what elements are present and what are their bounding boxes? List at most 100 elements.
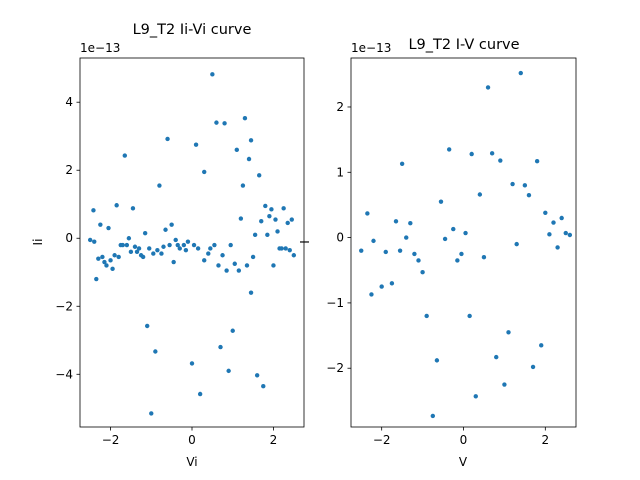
chart-right-point — [371, 238, 376, 244]
chart-left-point — [271, 263, 276, 268]
chart-left-point — [165, 136, 170, 142]
chart-left-y-tick-label: −4 — [55, 367, 73, 381]
chart-left-point — [281, 206, 286, 211]
chart-right-point — [485, 85, 491, 90]
chart-left-point — [92, 239, 97, 244]
chart-left-point — [114, 203, 119, 208]
chart-right-point — [469, 151, 474, 157]
chart-right-point — [502, 382, 507, 387]
chart-left-point — [108, 258, 113, 263]
chart-left-point — [91, 208, 96, 213]
chart-right-y-tick-label: 1 — [336, 165, 344, 179]
chart-left-point — [155, 247, 160, 253]
chart-left-point — [163, 227, 168, 232]
chart-left-point — [224, 268, 229, 273]
chart-left-point — [177, 246, 182, 251]
chart-left-x-ticks: −2 0 2 — [102, 427, 278, 447]
chart-left-point — [189, 361, 195, 366]
chart-left-point — [181, 242, 187, 248]
chart-left-point — [96, 256, 101, 261]
chart-right: L9_T2 I-V curve 1e−13 −2 0 2 −2 −1 0 1 2 V I — [298, 37, 577, 469]
chart-right-point — [434, 358, 440, 363]
chart-left-xlabel: Vi — [186, 455, 197, 469]
chart-left-point — [287, 247, 292, 253]
chart-left-point — [212, 242, 217, 248]
chart-left-point — [183, 247, 189, 253]
chart-right-points — [359, 70, 573, 419]
chart-left-point — [248, 138, 254, 143]
chart-left-point — [261, 383, 266, 389]
chart-left-point — [87, 237, 93, 243]
chart-left-point — [140, 254, 146, 260]
chart-left-point — [94, 276, 99, 282]
chart-right-y-offset: 1e−13 — [351, 41, 391, 55]
chart-left-point — [291, 253, 297, 258]
chart-left-point — [273, 217, 278, 222]
chart-left-point — [269, 207, 274, 212]
chart-left-point — [191, 242, 197, 248]
chart-right-point — [399, 161, 405, 166]
chart-left-point — [283, 246, 288, 251]
chart-left-x-tick-label: 0 — [188, 433, 196, 447]
chart-left-point — [216, 263, 221, 268]
chart-left-point — [193, 142, 199, 147]
chart-right-frame — [350, 57, 577, 428]
chart-left-x-tick-label: −2 — [102, 433, 120, 447]
chart-left-point — [289, 217, 294, 222]
chart-right-ylabel: I — [298, 240, 312, 244]
chart-right-point — [510, 181, 515, 187]
chart-left-point — [161, 244, 166, 249]
chart-right-y-tick-label: −2 — [326, 361, 344, 375]
chart-left-point — [102, 259, 107, 265]
chart-left-point — [110, 266, 115, 272]
chart-right-x-tick-label: 2 — [541, 433, 549, 447]
chart-right-y-tick-label: 0 — [336, 231, 344, 245]
chart-left-ylabel: Ii — [31, 239, 45, 246]
chart-left-point — [220, 253, 225, 258]
chart-right-point — [420, 270, 425, 275]
chart-left-point — [124, 242, 130, 248]
chart-left-point — [232, 261, 237, 266]
chart-left-point — [275, 229, 280, 234]
chart-left-point — [202, 258, 207, 263]
chart-left-y-tick-label: 0 — [65, 231, 73, 245]
chart-left-point — [248, 290, 254, 295]
chart-right-point — [522, 183, 528, 188]
chart-left-point — [254, 373, 260, 378]
chart-left-point — [263, 203, 268, 209]
chart-left-point — [104, 263, 109, 268]
chart-left-point — [145, 323, 150, 329]
chart-right-x-ticks: −2 0 2 — [373, 427, 549, 447]
chart-left-point — [246, 156, 252, 162]
chart-right-point — [543, 210, 548, 215]
chart-left-point — [171, 259, 176, 265]
chart-left-point — [257, 173, 262, 178]
chart-left-point — [169, 222, 174, 227]
chart-left-point — [147, 246, 152, 251]
chart-right-point — [467, 313, 472, 319]
chart-left-point — [252, 232, 258, 238]
chart-right-x-tick-label: 0 — [460, 433, 468, 447]
chart-right-point — [559, 215, 564, 221]
chart-left-y-offset: 1e−13 — [80, 41, 120, 55]
chart-right-point — [463, 230, 468, 236]
chart-left-point — [98, 222, 103, 227]
chart-right-point — [547, 232, 552, 237]
chart-right-point — [526, 192, 532, 198]
chart-left-point — [142, 230, 148, 236]
chart-left-point — [157, 183, 162, 188]
chart-right-point — [397, 248, 403, 253]
chart-left-point — [122, 153, 128, 158]
chart-left-point — [136, 246, 142, 251]
chart-right-x-tick-label: −2 — [373, 433, 391, 447]
chart-left-point — [265, 232, 270, 238]
chart-right-xlabel: V — [459, 455, 468, 469]
chart-left-point — [259, 219, 264, 224]
chart-right-point — [555, 245, 560, 250]
chart-left-x-tick-label: 2 — [270, 433, 278, 447]
chart-right-point — [365, 211, 370, 216]
chart-left-point — [214, 120, 219, 125]
chart-right-point — [494, 354, 499, 360]
chart-right-point — [379, 284, 384, 289]
